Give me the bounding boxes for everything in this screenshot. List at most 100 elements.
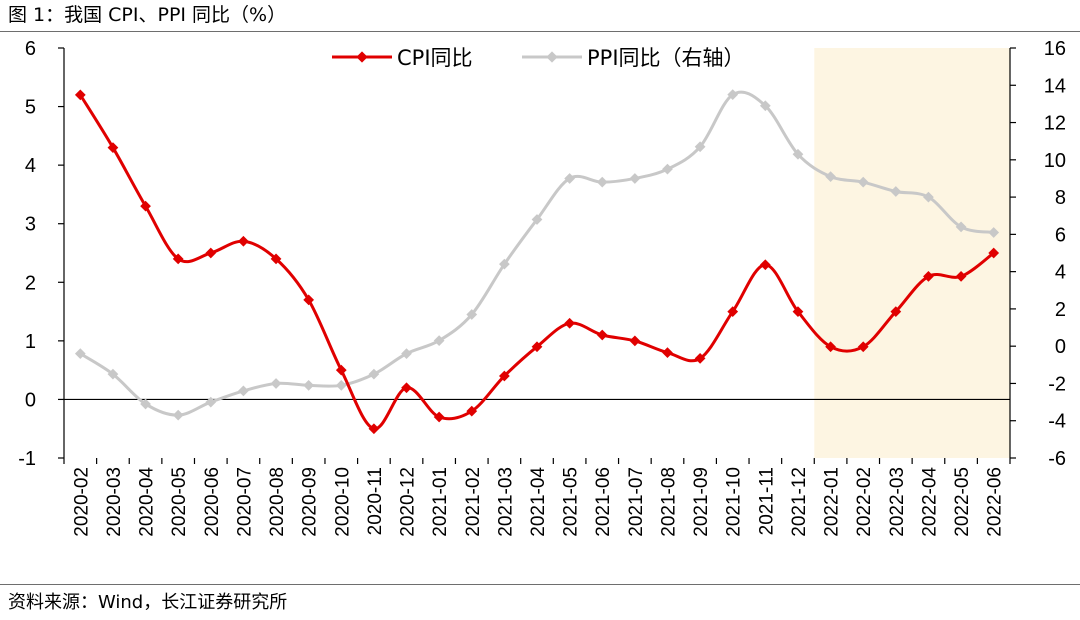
cpi-point [694,353,706,364]
series-ppi [74,89,1000,421]
y-right-tick-label: -2 [1048,373,1066,395]
x-ticks: 2020-02 2020-03 2020-04 2020-05 2020-06 2020-… [63,458,1011,537]
x-tick-label: 2020-02 [71,467,92,537]
cpi-point [368,423,380,435]
y-right-tick-label: -6 [1048,448,1066,470]
cpi-point [499,370,510,382]
x-tick-label: 2020-06 [202,467,223,537]
ppi-point [857,176,869,188]
x-tick-label: 2021-06 [593,467,614,537]
y-left-tick-label: 1 [25,331,36,353]
x-tick-label: 2020-12 [398,467,419,537]
x-tick-label: 2020-11 [365,467,386,535]
cpi-point [564,317,575,329]
cpi-point [662,347,673,358]
y-left-tick-label: -1 [18,448,36,470]
cpi-line [79,94,995,431]
x-tick-label: 2021-03 [495,467,516,537]
x-tick-label: 2021-12 [789,467,810,537]
bottom-rule [0,584,1080,585]
y-right-tick-label: 0 [1055,336,1066,358]
ppi-point [759,100,771,112]
series-cpi [74,89,1000,435]
x-tick-label: 2021-09 [691,467,712,537]
figure-title: 图 1：我国 CPI、PPI 同比（%） [8,4,287,26]
ppi-point [368,368,380,380]
y-right-tick-label: -4 [1048,411,1066,433]
x-tick-label: 2021-11 [756,467,777,535]
cpi-point [629,335,641,347]
cpi-point [759,259,771,271]
ppi-point [172,409,184,421]
ppi-point [955,221,967,233]
ppi-point [140,398,151,410]
cpi-point [238,235,249,247]
y-right-tick-label: 2 [1055,299,1066,321]
ppi-point [662,163,673,175]
y-left-tick-label: 3 [25,214,36,236]
ppi-point [335,379,347,391]
legend: CPI同比 PPI同比（右轴） [332,46,745,70]
ppi-point [401,348,412,360]
x-tick-label: 2021-04 [528,467,549,537]
legend-cpi-label: CPI同比 [397,46,473,70]
y-left-tick-label: 4 [25,155,36,177]
source-note: 资料来源：Wind，长江证券研究所 [8,592,288,613]
ppi-point [988,227,1000,238]
x-tick-label: 2020-08 [267,467,288,537]
x-tick-label: 2022-01 [822,467,843,537]
x-tick-label: 2021-02 [463,467,484,537]
x-tick-label: 2021-05 [561,467,582,537]
x-tick-label: 2022-02 [854,467,875,537]
x-tick-label: 2022-03 [887,467,908,537]
ppi-point [825,171,836,182]
x-tick-label: 2022-04 [919,467,940,537]
y-right-tick-label: 16 [1044,38,1066,60]
y-left-ticks: 6 5 4 3 2 1 0 -1 [18,38,64,470]
x-tick-label: 2020-07 [234,467,255,537]
legend-cpi-marker [356,51,368,63]
x-tick-label: 2022-05 [952,467,973,537]
y-left-tick-label: 6 [25,38,36,60]
x-tick-label: 2021-07 [626,467,647,537]
y-left-tick-label: 2 [25,272,36,294]
legend-ppi-marker [546,51,558,63]
ppi-point [596,176,608,188]
y-right-tick-label: 10 [1044,150,1066,172]
y-right-ticks: 16 14 12 10 8 6 4 2 0 -2 -4 -6 [1010,38,1066,470]
x-tick-label: 2020-04 [137,467,158,537]
x-tick-label: 2020-03 [104,467,125,537]
cpi-point [335,364,347,376]
ppi-point [923,191,934,203]
ppi-point [531,214,543,225]
cpi-point [955,271,967,282]
ppi-point [629,173,641,184]
y-right-tick-label: 12 [1044,113,1066,135]
top-rule [0,31,1080,32]
ppi-point [270,378,282,389]
ppi-point [238,385,249,397]
cpi-point [107,142,119,153]
legend-ppi-label: PPI同比（右轴） [587,46,745,70]
cpi-point [923,271,934,282]
cpi-point [466,405,478,417]
cpi-point [205,247,217,259]
ppi-point [499,258,510,270]
y-left-tick-label: 5 [25,97,36,119]
ppi-point [466,309,478,320]
x-tick-label: 2021-01 [430,467,451,537]
ppi-point [564,173,575,184]
ppi-point [792,148,804,160]
highlight-band-2022 [814,48,1010,458]
cpi-point [596,329,608,341]
y-right-tick-label: 8 [1055,187,1066,209]
cpi-point [401,382,412,394]
ppi-point [433,335,445,346]
x-tick-label: 2022-06 [985,467,1006,537]
y-right-tick-label: 4 [1055,262,1066,284]
x-tick-label: 2021-08 [658,467,679,537]
cpi-point [74,89,86,101]
cpi-point [270,253,282,265]
cpi-point [303,294,315,306]
